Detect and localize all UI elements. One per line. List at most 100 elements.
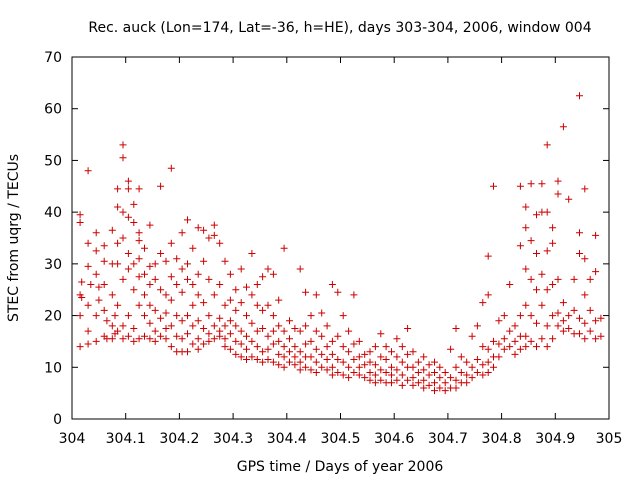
data-point <box>100 306 108 314</box>
data-point <box>334 288 342 296</box>
data-point <box>452 376 460 384</box>
data-point <box>312 327 320 335</box>
y-tick-label: 60 <box>44 102 62 118</box>
data-point <box>248 250 256 257</box>
data-point <box>78 294 86 301</box>
data-points <box>76 92 605 395</box>
data-point <box>463 358 471 366</box>
data-point <box>92 229 100 237</box>
data-point <box>296 358 304 366</box>
x-axis: 304 304.1 304.2 304.3 304.4 304.5 304.6 304.7 30… <box>59 57 622 447</box>
data-point <box>280 363 288 371</box>
data-point <box>100 281 108 288</box>
data-point <box>146 319 154 327</box>
data-point <box>334 332 342 340</box>
data-point <box>328 281 336 288</box>
data-point <box>533 343 540 351</box>
data-point <box>189 301 197 309</box>
data-point <box>226 317 234 325</box>
data-point <box>355 363 363 371</box>
data-point <box>103 317 111 325</box>
data-point <box>393 335 401 343</box>
x-tick-label: 304.2 <box>159 431 199 447</box>
data-point <box>570 306 578 314</box>
data-point <box>393 376 401 384</box>
data-point <box>259 273 267 281</box>
data-point <box>361 374 369 382</box>
data-point <box>286 358 293 366</box>
data-point <box>259 358 267 366</box>
data-point <box>543 247 551 255</box>
data-point <box>162 309 170 317</box>
data-point <box>533 250 540 257</box>
data-point <box>210 291 218 299</box>
data-point <box>178 317 186 325</box>
data-point <box>339 312 347 320</box>
data-point <box>597 314 605 322</box>
data-point <box>511 322 519 330</box>
data-point <box>264 301 272 309</box>
data-point <box>84 262 92 270</box>
data-point <box>543 208 551 216</box>
data-point <box>543 286 551 294</box>
data-point <box>420 376 428 384</box>
data-point <box>280 343 288 351</box>
data-point <box>146 281 154 288</box>
data-point <box>108 322 116 330</box>
data-point <box>162 257 170 265</box>
data-point <box>108 291 116 299</box>
data-point <box>248 291 256 299</box>
data-point <box>232 322 240 330</box>
data-point <box>167 322 175 330</box>
data-point <box>269 340 277 348</box>
data-point <box>527 312 535 320</box>
data-point <box>538 180 546 188</box>
y-tick-label: 40 <box>44 205 62 221</box>
data-point <box>237 327 245 335</box>
data-point <box>243 356 250 363</box>
data-point <box>173 312 181 320</box>
data-point <box>328 371 336 379</box>
data-point <box>371 379 379 387</box>
data-point <box>425 361 433 369</box>
data-point <box>543 322 551 330</box>
data-point <box>414 379 422 387</box>
data-point <box>141 244 148 252</box>
data-point <box>248 319 256 327</box>
data-point <box>420 366 428 374</box>
data-point <box>100 242 108 250</box>
data-point <box>167 343 175 351</box>
data-point <box>130 219 138 226</box>
data-point <box>355 353 363 361</box>
data-point <box>232 337 240 345</box>
data-point <box>184 348 191 356</box>
data-point <box>84 301 92 309</box>
data-point <box>527 180 535 188</box>
data-point <box>565 312 573 320</box>
data-point <box>592 317 600 325</box>
data-point <box>490 182 497 190</box>
data-point <box>382 343 390 351</box>
data-point <box>339 358 347 366</box>
data-point <box>296 265 304 273</box>
data-point <box>533 319 540 327</box>
data-point <box>280 327 288 335</box>
data-point <box>388 371 395 379</box>
data-point <box>307 366 315 374</box>
data-point <box>431 379 438 387</box>
data-point <box>576 92 583 100</box>
data-point <box>111 312 119 320</box>
data-point <box>393 353 401 361</box>
data-point <box>334 356 342 363</box>
data-point <box>452 363 460 371</box>
data-point <box>243 345 250 353</box>
data-point <box>441 369 449 376</box>
data-point <box>221 343 229 351</box>
data-point <box>253 343 261 351</box>
data-point <box>511 337 519 345</box>
data-point <box>124 250 132 257</box>
data-point <box>479 371 487 379</box>
data-point <box>323 366 331 374</box>
data-point <box>447 374 455 382</box>
data-point <box>307 312 315 320</box>
